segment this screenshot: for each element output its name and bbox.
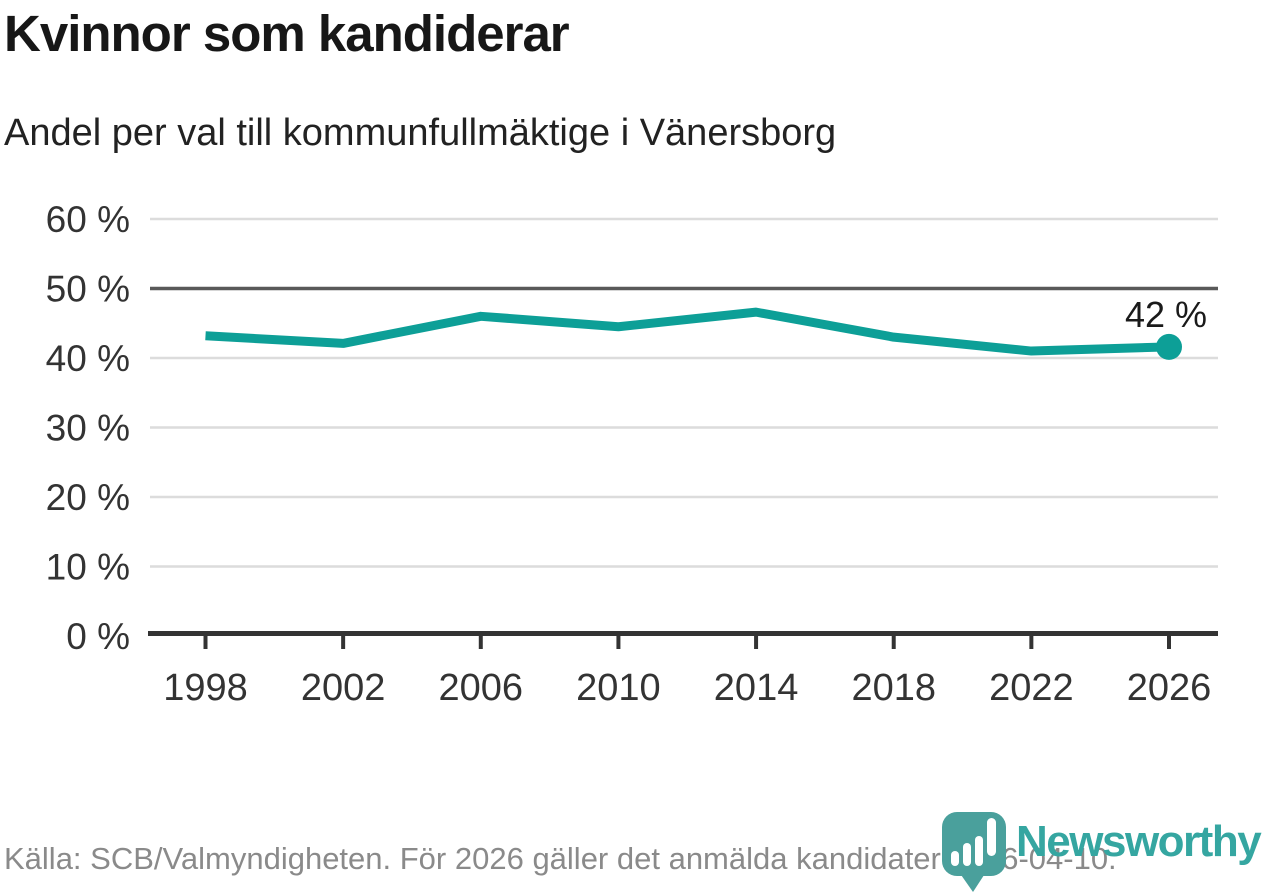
end-point-label: 42 % bbox=[1125, 294, 1207, 335]
newsworthy-logo: Newsworthy bbox=[941, 811, 1262, 893]
x-tick-label: 2010 bbox=[576, 667, 661, 709]
y-tick-label: 50 % bbox=[46, 269, 130, 310]
newsworthy-wordmark: Newsworthy bbox=[1016, 817, 1262, 866]
y-tick-label: 0 % bbox=[66, 616, 130, 657]
x-tick-label: 2006 bbox=[439, 667, 524, 709]
end-point-dot bbox=[1156, 333, 1182, 360]
x-tick-label: 2026 bbox=[1127, 667, 1212, 709]
newsworthy-pin-barchart-icon bbox=[942, 812, 1006, 892]
x-tick-label: 2014 bbox=[714, 667, 799, 709]
y-tick-label: 20 % bbox=[46, 477, 130, 518]
chart-svg: 0 % 10 % 20 % 30 % 40 % 50 % 60 % 1998 2002 2006 2… bbox=[46, 199, 1218, 709]
y-tick-label: 60 % bbox=[46, 199, 130, 240]
x-tick-label: 2002 bbox=[301, 667, 386, 709]
x-tick-label: 1998 bbox=[163, 667, 248, 709]
y-tick-label: 10 % bbox=[46, 547, 130, 588]
y-tick-label: 40 % bbox=[46, 338, 130, 379]
page-subtitle: Andel per val till kommunfullmäktige i V… bbox=[4, 112, 837, 154]
x-tick-label: 2022 bbox=[989, 667, 1074, 709]
page-title: Kvinnor som kandiderar bbox=[4, 5, 570, 62]
source-note: Källa: SCB/Valmyndigheten. För 2026 gäll… bbox=[4, 841, 1117, 876]
x-tick-label: 2018 bbox=[851, 667, 936, 709]
y-tick-label: 30 % bbox=[46, 408, 130, 449]
trend-line bbox=[205, 307, 1170, 356]
